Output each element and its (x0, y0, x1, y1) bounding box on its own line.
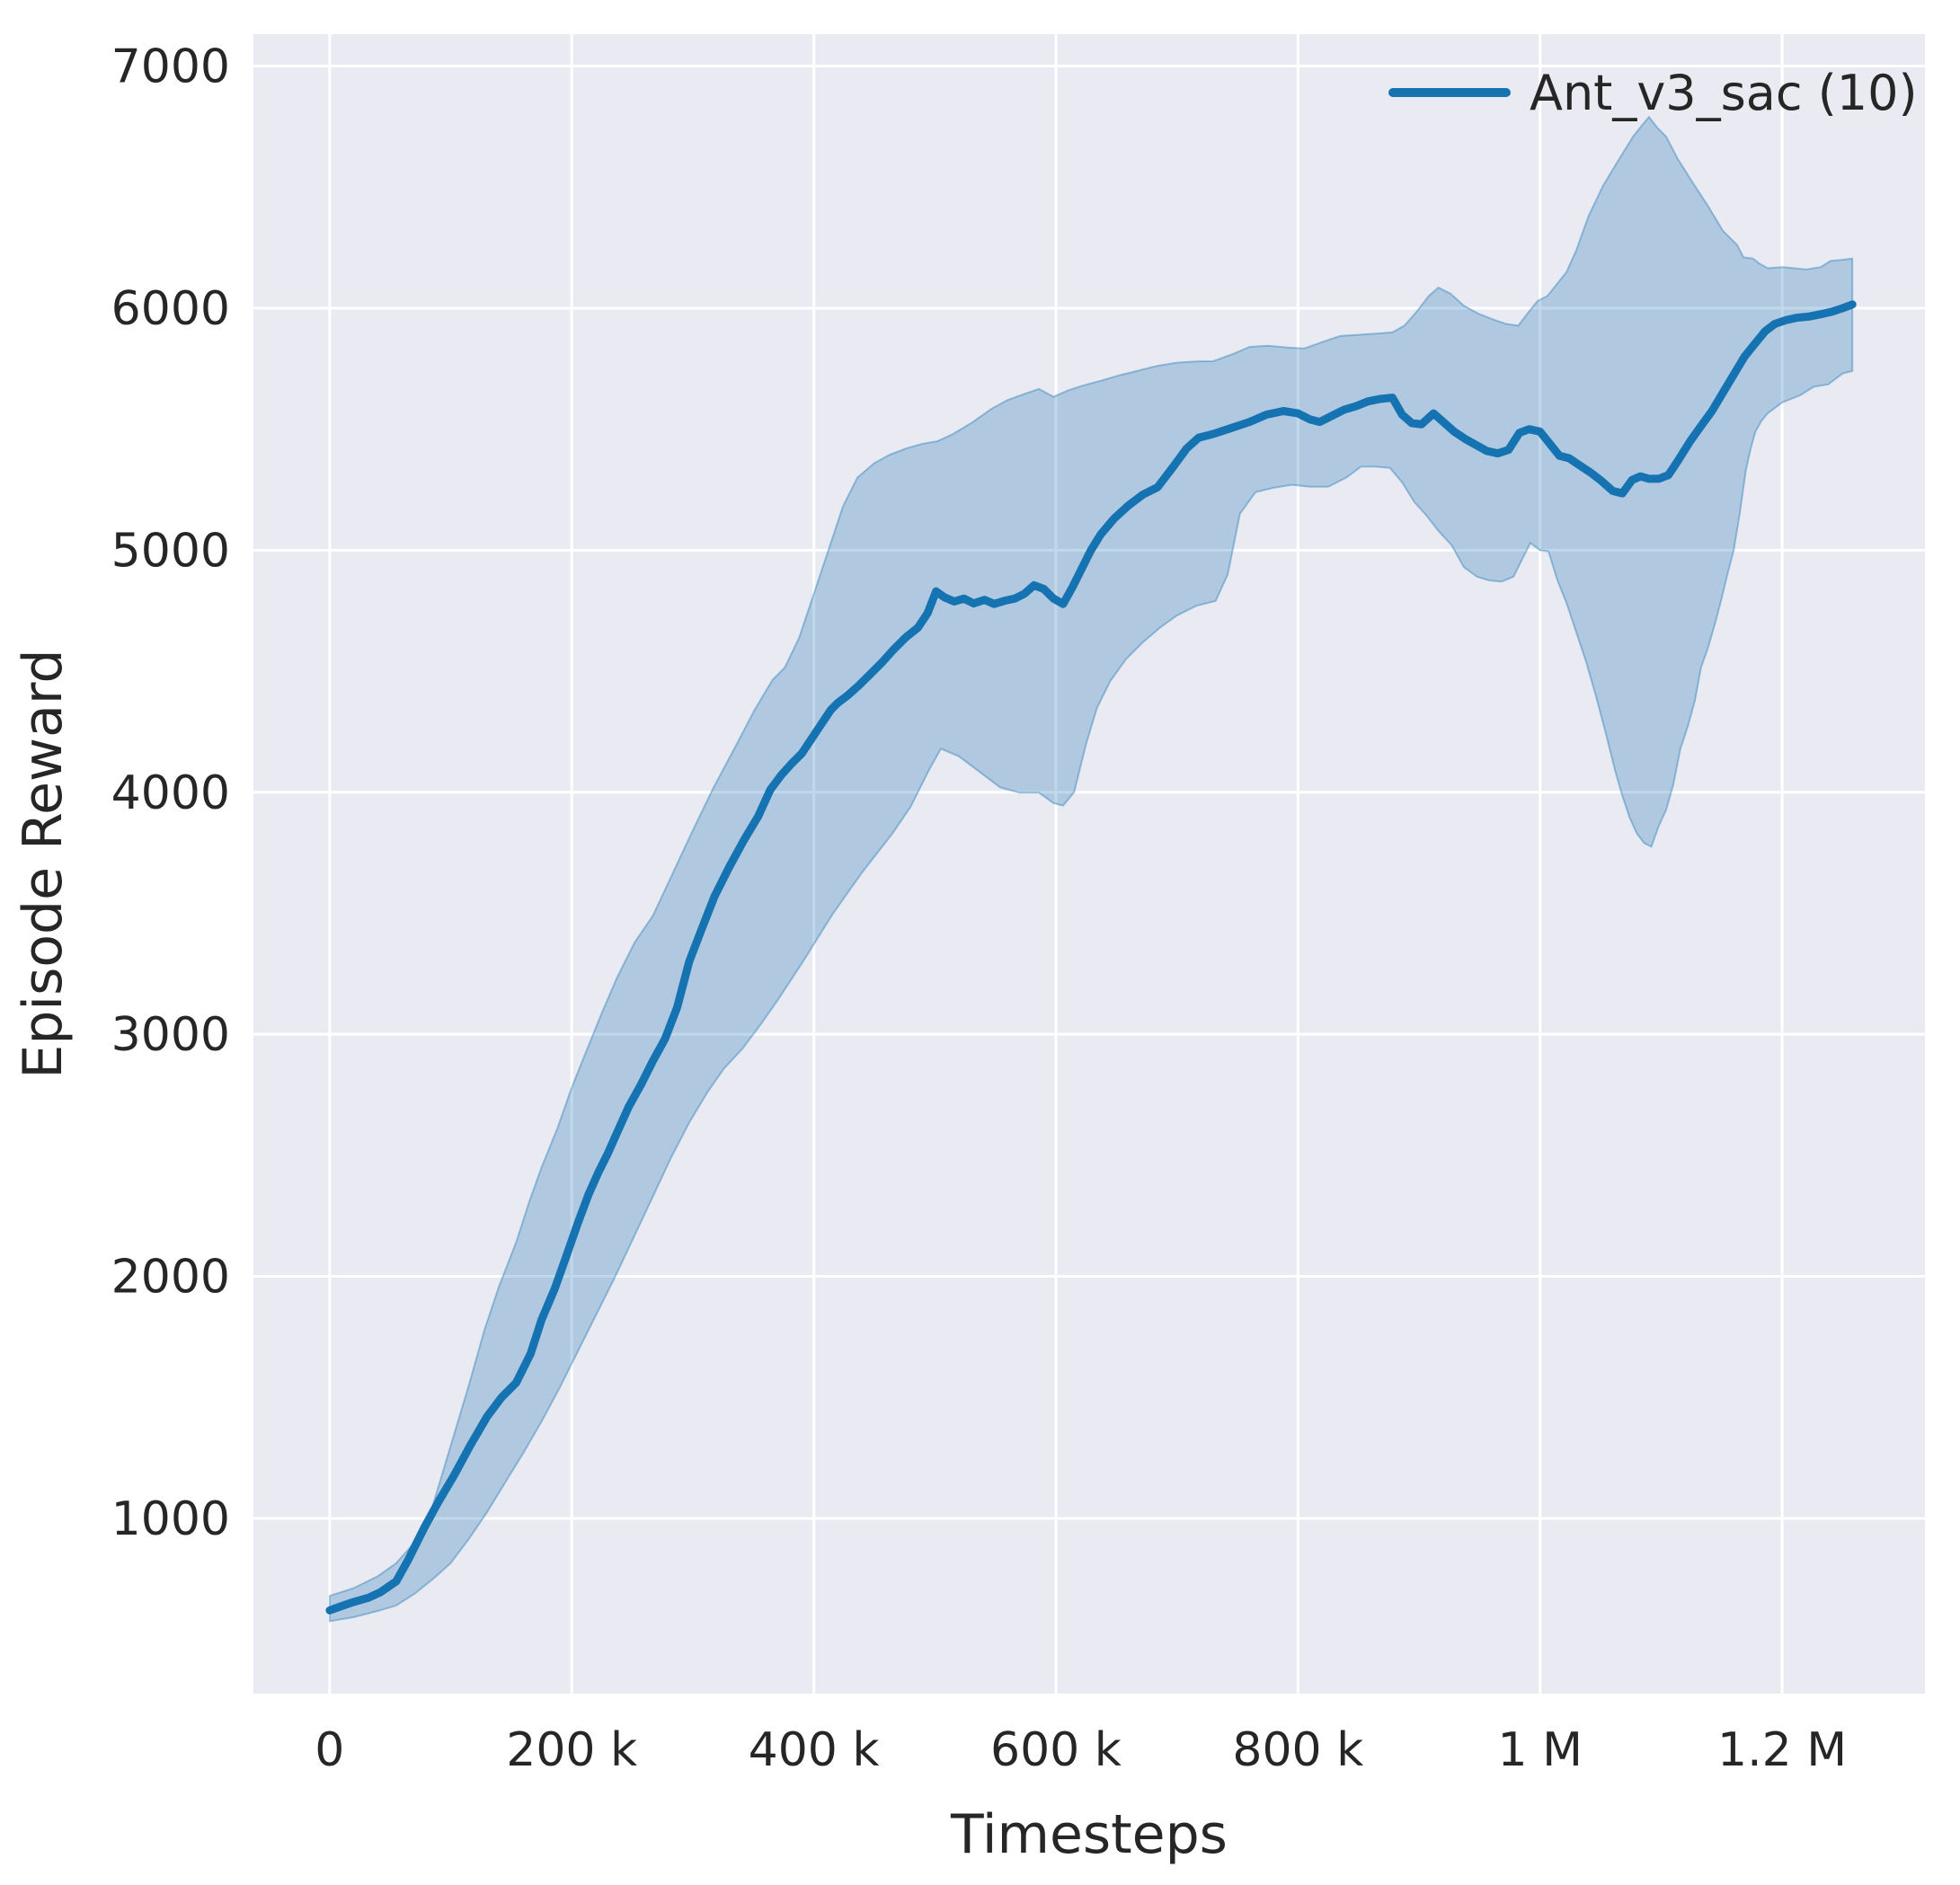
x-tick-label: 800 k (1232, 1723, 1363, 1777)
x-tick-label: 200 k (506, 1723, 637, 1777)
plot-area (253, 34, 1925, 1694)
gridlines (253, 34, 1925, 1694)
y-axis-label: Episode Reward (12, 649, 75, 1078)
y-tick-label: 3000 (111, 1008, 230, 1062)
y-tick-label: 7000 (111, 40, 230, 94)
legend: Ant_v3_sac (10) (1388, 65, 1918, 121)
y-tick-labels: 1000 2000 3000 4000 5000 6000 7000 (111, 40, 230, 1546)
x-axis-label: Timesteps (950, 1803, 1228, 1866)
legend-label: Ant_v3_sac (10) (1530, 65, 1918, 121)
y-tick-label: 6000 (111, 282, 230, 336)
x-tick-label: 1.2 M (1717, 1723, 1847, 1777)
mean-reward-line (325, 300, 1857, 1615)
x-tick-label: 1 M (1497, 1723, 1582, 1777)
x-tick-label: 600 k (990, 1723, 1122, 1777)
x-tick-label: 400 k (749, 1723, 880, 1777)
y-tick-label: 4000 (111, 766, 230, 820)
y-tick-label: 1000 (111, 1492, 230, 1546)
y-tick-label: 5000 (111, 524, 230, 578)
x-tick-label: 0 (315, 1723, 344, 1777)
y-tick-label: 2000 (111, 1251, 230, 1305)
series-layer (325, 115, 1857, 1623)
confidence-band (328, 115, 1854, 1623)
x-tick-labels: 0 200 k 400 k 600 k 800 k 1 M 1.2 M (315, 1723, 1847, 1777)
